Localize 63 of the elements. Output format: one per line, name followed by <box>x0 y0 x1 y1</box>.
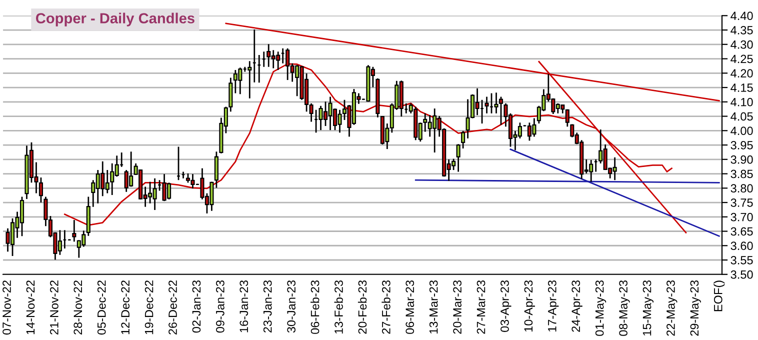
x-tick-label: 20-Feb-23 <box>358 280 367 334</box>
candlestick <box>456 143 460 172</box>
x-tick-label: 08-May-23 <box>619 280 630 336</box>
x-tick-label: 13-Mar-23 <box>429 280 438 334</box>
x-tick-label: 06-Feb-23 <box>310 280 320 334</box>
y-tick-label: 3.75 <box>730 198 753 207</box>
candlestick <box>72 219 76 242</box>
y-tick-label: 4.10 <box>730 98 753 106</box>
x-tick-label: 22-May-23 <box>666 280 678 336</box>
candlestick <box>248 60 252 100</box>
y-tick-label: 3.60 <box>730 242 753 250</box>
x-tick-label: 05-Dec-22 <box>97 280 106 335</box>
y-tick-label: 3.55 <box>730 256 753 264</box>
x-tick-label: 30-Jan-23 <box>287 280 296 333</box>
x-tick-label: 10-Apr-23 <box>524 280 535 332</box>
x-tick-label: 24-Apr-23 <box>572 280 582 332</box>
x-tick-label: 02-Jan-23 <box>192 280 201 333</box>
y-tick-label: 4.00 <box>730 126 753 136</box>
candlestick <box>214 150 218 189</box>
x-tick-label: 06-Mar-23 <box>406 280 414 334</box>
x-tick-label: 13-Feb-23 <box>334 280 343 334</box>
y-tick-label: 3.90 <box>730 155 753 164</box>
candlestick <box>228 77 233 112</box>
x-tick-label: 16-Jan-23 <box>240 280 248 332</box>
candlestick <box>166 182 172 200</box>
y-tick-label: 4.20 <box>730 69 753 78</box>
x-tick-label: 15-May-23 <box>642 280 654 336</box>
y-tick-label: 3.85 <box>730 170 753 178</box>
candlestick <box>565 108 570 128</box>
y-tick-label: 4.15 <box>730 84 753 92</box>
x-tick-label: 20-Mar-23 <box>453 280 462 334</box>
candlestick <box>461 130 466 150</box>
x-tick-label: 19-Dec-22 <box>144 280 154 334</box>
candlestick <box>494 92 498 114</box>
candlestick <box>38 176 43 204</box>
x-tick-label: 14-Nov-22 <box>26 280 35 334</box>
y-tick-label: 3.95 <box>730 141 753 150</box>
x-tick-label: 01-May-23 <box>595 280 606 336</box>
x-tick-label: 27-Feb-23 <box>382 280 390 334</box>
y-tick-label: 3.80 <box>730 184 753 193</box>
y-tick-label: 4.25 <box>730 54 753 64</box>
x-tick-label: 12-Dec-22 <box>121 280 130 334</box>
x-tick-label: EOF() <box>714 280 725 312</box>
y-tick-label: 4.30 <box>730 40 753 49</box>
y-tick-label: 3.65 <box>730 227 753 236</box>
y-tick-label: 4.40 <box>730 12 753 20</box>
x-tick-label: 17-Apr-23 <box>548 280 559 332</box>
x-tick-label: 28-Nov-22 <box>74 280 82 334</box>
x-tick-label: 29-May-23 <box>690 280 701 336</box>
y-tick-label: 4.35 <box>730 26 753 34</box>
x-tick-label: 26-Dec-22 <box>168 280 177 334</box>
candlestick <box>484 96 489 114</box>
x-tick-label: 03-Apr-23 <box>500 280 512 332</box>
y-tick-label: 4.05 <box>730 112 753 121</box>
x-tick-label: 21-Nov-22 <box>50 280 58 334</box>
chart-title: Copper - Daily Candles <box>36 12 194 26</box>
y-tick-label: 3.70 <box>730 212 753 222</box>
x-tick-label: 23-Jan-23 <box>263 280 272 332</box>
candlestick <box>498 96 504 126</box>
x-tick-label: 09-Jan-23 <box>216 280 224 333</box>
y-tick-label: 3.50 <box>730 270 753 279</box>
x-tick-label: 07-Nov-22 <box>2 280 11 335</box>
x-tick-label: 27-Mar-23 <box>476 280 486 334</box>
